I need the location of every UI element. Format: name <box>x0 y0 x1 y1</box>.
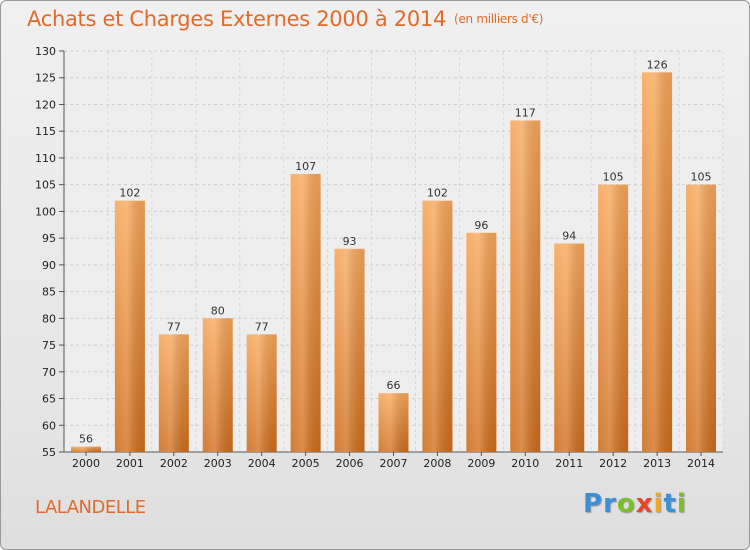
bar-shine <box>70 446 101 452</box>
y-tick-label: 55 <box>42 446 56 459</box>
bar-shine <box>290 173 321 452</box>
bar-shine <box>246 334 277 452</box>
x-tick-label: 2001 <box>116 457 144 470</box>
x-tick-label: 2008 <box>423 457 451 470</box>
x-tick-label: 2011 <box>555 457 583 470</box>
data-label: 93 <box>343 235 357 248</box>
y-tick-label: 90 <box>42 259 56 272</box>
data-label: 77 <box>167 320 181 333</box>
data-label: 107 <box>295 160 316 173</box>
bar-shine <box>202 318 233 452</box>
bar-shine <box>114 200 145 452</box>
data-label: 94 <box>562 229 576 242</box>
data-label: 77 <box>255 320 269 333</box>
logo-letter: i <box>676 489 687 519</box>
x-tick-label: 2006 <box>336 457 364 470</box>
y-tick-label: 120 <box>35 98 56 111</box>
y-tick-label: 95 <box>42 232 56 245</box>
commune-name: LALANDELLE <box>35 497 146 518</box>
x-tick-label: 2009 <box>467 457 495 470</box>
chart-title: Achats et Charges Externes 2000 à 2014 (e… <box>27 7 543 31</box>
chart-title-text: Achats et Charges Externes 2000 à 2014 <box>27 7 447 31</box>
bar-shine <box>466 232 497 452</box>
y-tick-label: 100 <box>35 205 56 218</box>
x-tick-label: 2005 <box>292 457 320 470</box>
y-tick-label: 70 <box>42 366 56 379</box>
label-layer: 2000 56 2001 102 2002 77 2003 80 2004 77 2005 107 20… <box>72 58 715 470</box>
data-label: 126 <box>647 58 668 71</box>
bar-shine <box>334 248 365 452</box>
data-label: 66 <box>387 379 401 392</box>
y-tick-label: 130 <box>35 45 56 58</box>
chart-unit: (en milliers d'€) <box>454 12 544 26</box>
data-label: 102 <box>427 187 448 200</box>
bar-shine <box>422 200 453 452</box>
x-tick-label: 2007 <box>380 457 408 470</box>
data-label: 105 <box>603 171 624 184</box>
data-label: 80 <box>211 304 225 317</box>
x-tick-label: 2013 <box>643 457 671 470</box>
y-tick-label: 65 <box>42 393 56 406</box>
bar-shine <box>378 393 409 452</box>
proxiti-logo: Proxiti <box>583 489 687 519</box>
y-tick-label: 60 <box>42 419 56 432</box>
x-tick-label: 2002 <box>160 457 188 470</box>
y-tick-label: 115 <box>35 125 56 138</box>
bar-shine <box>510 120 541 453</box>
x-tick-label: 2014 <box>687 457 715 470</box>
logo-letter: x <box>635 489 654 519</box>
bar-shine <box>642 72 673 453</box>
bar-shine <box>158 334 189 452</box>
data-label: 56 <box>79 433 93 446</box>
bar-shine <box>686 184 717 452</box>
data-label: 96 <box>474 219 488 232</box>
logo-letter: P <box>583 489 604 519</box>
data-label: 102 <box>119 187 140 200</box>
logo-letter: o <box>616 489 636 519</box>
y-tick-label: 85 <box>42 286 56 299</box>
x-tick-label: 2010 <box>511 457 539 470</box>
x-tick-label: 2000 <box>72 457 100 470</box>
bar-shine <box>554 243 585 452</box>
logo-letter: t <box>663 489 677 519</box>
y-tick-label: 75 <box>42 339 56 352</box>
logo-letter: r <box>603 489 617 519</box>
y-tick-label: 110 <box>35 152 56 165</box>
x-tick-label: 2003 <box>204 457 232 470</box>
data-label: 105 <box>691 171 712 184</box>
x-tick-label: 2012 <box>599 457 627 470</box>
x-tick-label: 2004 <box>248 457 276 470</box>
y-tick-label: 80 <box>42 312 56 325</box>
bar-layer <box>70 72 717 453</box>
logo-letter: i <box>653 489 664 519</box>
bar-shine <box>598 184 629 452</box>
y-tick-label: 125 <box>35 72 56 85</box>
y-tick-label: 105 <box>35 179 56 192</box>
data-label: 117 <box>515 107 536 120</box>
